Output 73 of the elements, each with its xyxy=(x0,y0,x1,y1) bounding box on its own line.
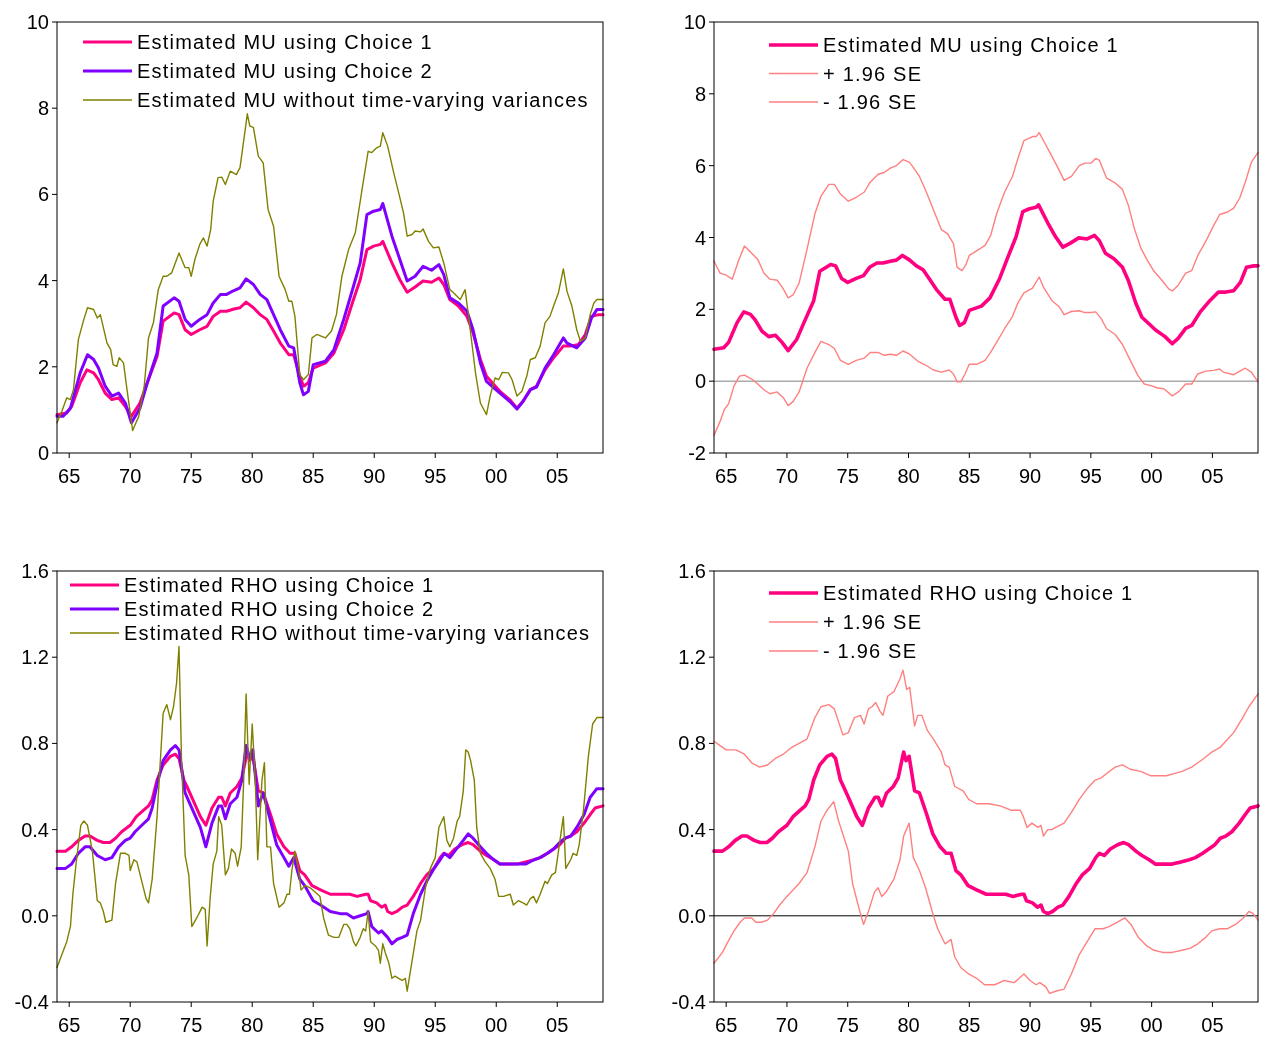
x-tick-label: 85 xyxy=(302,465,325,487)
y-tick-label: 1.6 xyxy=(21,560,49,582)
y-tick-label: -2 xyxy=(688,442,706,464)
legend-label: Estimated RHO without time-varying variances xyxy=(124,622,591,644)
x-tick-label: 80 xyxy=(241,1014,264,1036)
legend-label: - 1.96 SE xyxy=(823,640,918,662)
legend-label: Estimated MU without time-varying variances xyxy=(137,89,589,111)
y-tick-label: 0.4 xyxy=(21,818,49,841)
legend-label: + 1.96 SE xyxy=(823,62,923,85)
x-tick-label: 85 xyxy=(958,465,981,487)
x-tick-label: 75 xyxy=(836,465,859,487)
x-tick-label: 00 xyxy=(1140,1014,1163,1036)
x-tick-label: 90 xyxy=(363,465,386,487)
x-tick-label: 65 xyxy=(715,1014,738,1036)
y-tick-label: 0.0 xyxy=(21,904,49,927)
x-tick-label: 70 xyxy=(119,1014,142,1036)
x-tick-label: 05 xyxy=(1201,465,1224,487)
y-tick-label: 0 xyxy=(37,442,49,464)
y-tick-label: 2 xyxy=(694,298,706,321)
legend-label: Estimated RHO using Choice 2 xyxy=(124,598,435,620)
x-tick-label: 00 xyxy=(485,465,508,487)
x-tick-label: 75 xyxy=(180,1014,203,1036)
x-tick-label: 95 xyxy=(1079,465,1102,487)
y-tick-label: 6 xyxy=(37,183,49,206)
x-tick-label: 85 xyxy=(958,1014,981,1036)
x-tick-label: 80 xyxy=(241,465,264,487)
y-tick-label: 0.0 xyxy=(678,904,706,927)
y-tick-label: 8 xyxy=(37,97,49,120)
y-tick-label: 4 xyxy=(37,269,49,292)
y-tick-label: 2 xyxy=(37,355,49,378)
legend-label: Estimated MU using Choice 2 xyxy=(137,60,433,82)
y-tick-label: -0.4 xyxy=(671,991,706,1013)
x-tick-label: 95 xyxy=(1079,1014,1102,1036)
x-tick-label: 80 xyxy=(897,465,920,487)
x-tick-label: 05 xyxy=(546,1014,569,1036)
y-tick-label: 4 xyxy=(694,226,706,249)
y-tick-label: 0.8 xyxy=(21,732,49,755)
y-tick-label: 10 xyxy=(683,11,706,33)
x-tick-label: 75 xyxy=(836,1014,859,1036)
x-tick-label: 70 xyxy=(119,465,142,487)
x-tick-label: 65 xyxy=(715,465,738,487)
x-tick-label: 00 xyxy=(485,1014,508,1036)
x-tick-label: 05 xyxy=(546,465,569,487)
x-tick-label: 85 xyxy=(302,1014,325,1036)
x-tick-label: 70 xyxy=(775,465,799,487)
x-tick-label: 65 xyxy=(58,1014,81,1036)
legend-label: + 1.96 SE xyxy=(823,611,923,633)
x-tick-label: 00 xyxy=(1140,465,1163,487)
x-tick-label: 70 xyxy=(775,1014,799,1036)
legend-label: Estimated RHO using Choice 1 xyxy=(124,574,435,596)
x-tick-label: 90 xyxy=(1018,1014,1042,1036)
x-tick-label: 75 xyxy=(180,465,203,487)
x-tick-label: 80 xyxy=(897,1014,920,1036)
x-tick-label: 65 xyxy=(58,465,81,487)
x-tick-label: 90 xyxy=(1018,465,1042,487)
legend-label: Estimated MU using Choice 1 xyxy=(137,31,433,53)
x-tick-label: 95 xyxy=(424,1014,447,1036)
y-tick-label: -0.4 xyxy=(14,991,49,1013)
legend-label: Estimated MU using Choice 1 xyxy=(823,34,1119,56)
y-tick-label: 10 xyxy=(26,11,49,33)
y-tick-label: 0.8 xyxy=(678,732,706,755)
legend-label: Estimated RHO using Choice 1 xyxy=(823,582,1134,604)
y-tick-label: 6 xyxy=(694,154,706,177)
y-tick-label: 1.6 xyxy=(678,560,706,582)
y-tick-label: 8 xyxy=(694,82,706,105)
y-tick-label: 1.2 xyxy=(21,646,49,669)
y-tick-label: 0 xyxy=(694,370,706,393)
x-tick-label: 90 xyxy=(363,1014,386,1036)
x-tick-label: 95 xyxy=(424,465,447,487)
legend-label: - 1.96 SE xyxy=(823,91,918,113)
x-tick-label: 05 xyxy=(1201,1014,1224,1036)
y-tick-label: 1.2 xyxy=(678,646,706,669)
y-tick-label: 0.4 xyxy=(678,818,706,841)
